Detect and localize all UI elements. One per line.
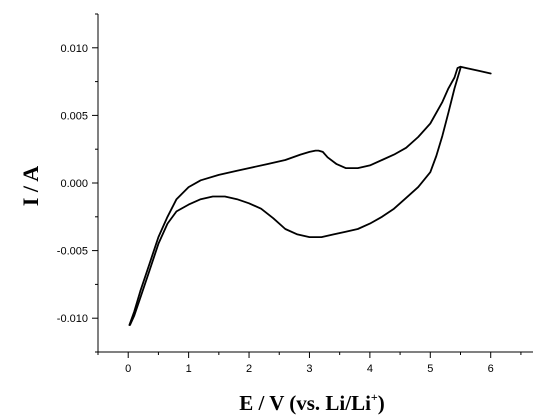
x-axis-title: E / V (vs. Li/Li+) — [239, 390, 385, 415]
series-line-lower-branch — [129, 67, 462, 326]
x-tick-label: 0 — [125, 363, 131, 375]
y-tick-label: 0.000 — [60, 178, 88, 190]
x-tick-label: 6 — [488, 363, 494, 375]
x-tick-label: 2 — [246, 363, 252, 375]
series-group — [128, 65, 492, 326]
y-tick-label: 0.005 — [60, 110, 88, 122]
x-axis-ticks: 0 1 2 3 4 5 6 — [97, 352, 522, 375]
y-axis-title: I / A — [18, 166, 43, 206]
x-tick-label: 1 — [186, 363, 192, 375]
x-tick-label: 5 — [427, 363, 433, 375]
y-axis-ticks: -0.010 -0.005 0.000 0.005 0.010 — [57, 13, 98, 353]
plot-frame — [97, 14, 533, 353]
y-tick-label: -0.005 — [57, 246, 88, 258]
series-line-upper-branch — [128, 65, 492, 326]
y-tick-label: -0.010 — [57, 313, 88, 325]
x-tick-label: 3 — [306, 363, 312, 375]
y-tick-label: 0.010 — [60, 43, 88, 55]
x-tick-label: 4 — [367, 363, 373, 375]
